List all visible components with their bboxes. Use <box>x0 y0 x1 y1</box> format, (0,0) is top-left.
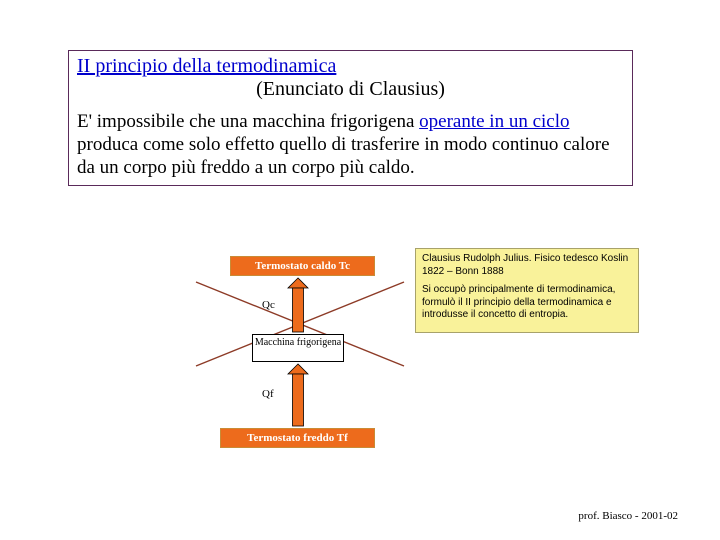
hot-reservoir: Termostato caldo Tc <box>230 256 375 276</box>
bio-p1: Clausius Rudolph Julius. Fisico tedesco … <box>422 253 632 278</box>
clausius-diagram: Termostato caldo Tc Macchina frigorigena… <box>190 248 410 458</box>
qf-label: Qf <box>262 388 274 400</box>
subtitle: (Enunciato di Clausius) <box>77 78 624 101</box>
clausius-bio-box: Clausius Rudolph Julius. Fisico tedesco … <box>415 248 639 333</box>
main-statement-box: II principio della termodinamica (Enunci… <box>68 50 633 186</box>
cold-reservoir: Termostato freddo Tf <box>220 428 375 448</box>
bio-p2: Si occupò principalmente di termodinamic… <box>422 284 632 322</box>
title-link[interactable]: II principio della termodinamica <box>77 55 336 77</box>
machine-box: Macchina frigorigena <box>252 334 344 362</box>
body-pre: E' impossibile che una macchina frigorig… <box>77 111 419 132</box>
title-row: II principio della termodinamica <box>77 55 624 78</box>
body-link[interactable]: operante in un ciclo <box>419 111 569 132</box>
footer-credit: prof. Biasco - 2001-02 <box>578 510 678 522</box>
statement-body: E' impossibile che una macchina frigorig… <box>77 111 624 179</box>
body-post: produca come solo effetto quello di tras… <box>77 134 610 178</box>
qc-label: Qc <box>262 299 275 311</box>
